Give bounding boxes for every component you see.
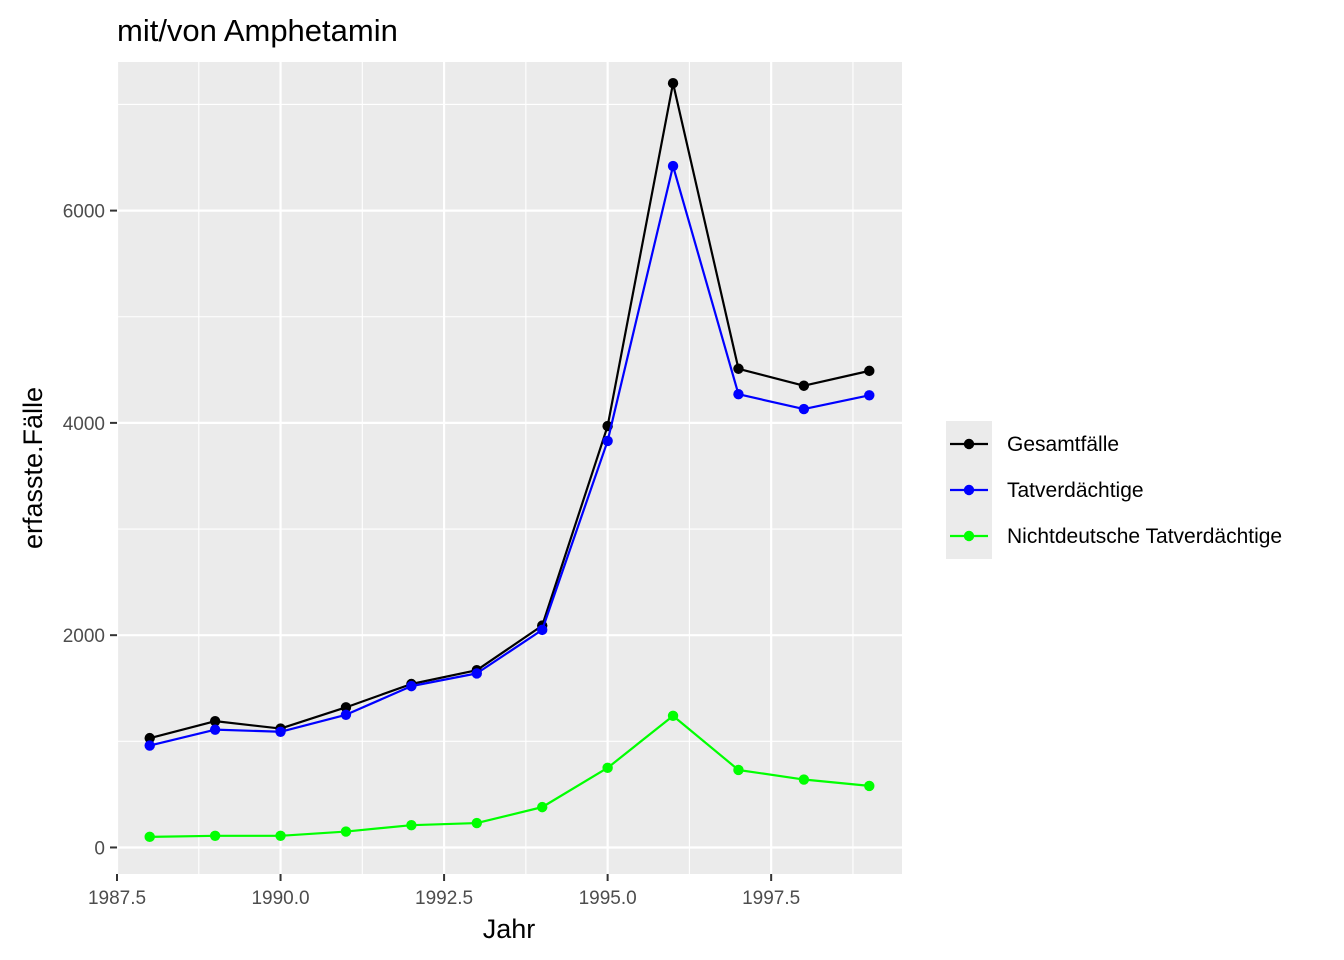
data-point [798,380,810,391]
chart-title: mit/von Amphetamin [117,13,398,48]
x-tick-label: 1995.0 [579,888,637,909]
legend: Gesamtfälle Tatverdächtige Nichtdeutsche T… [946,421,1282,559]
series-line [149,82,870,740]
legend-key-point [963,438,975,450]
y-tick-label: 2000 [63,626,105,647]
data-point [667,710,679,722]
y-tick-label: 0 [94,838,105,859]
legend-label: Tatverdächtige [1007,479,1144,502]
data-point [275,726,286,737]
x-tick-label: 1990.0 [251,888,309,909]
y-axis: 0 2000 4000 6000 [63,202,117,859]
data-point [602,762,613,774]
data-point [864,390,875,401]
data-point [340,702,352,713]
data-point [209,715,221,727]
data-point [471,668,482,679]
major-gridlines [115,62,902,874]
data-point [733,389,744,400]
data-point [471,817,482,829]
data-point [209,724,221,735]
data-point [340,826,352,837]
x-tick-label: 1987.5 [88,888,146,909]
data-point [864,780,875,792]
data-point [144,740,155,751]
y-axis-title: erfasste.Fälle [18,387,48,549]
plot-panel [117,62,902,874]
legend-label: Nichtdeutsche Tatverdächtige [1007,525,1282,548]
data-point [798,403,810,415]
x-tick-label: 1992.5 [415,888,473,909]
legend-key-point [963,484,975,496]
data-point [406,680,417,692]
data-point [275,830,286,841]
data-point [733,363,744,374]
data-point [667,78,679,89]
x-axis-title: Jahr [483,914,536,944]
data-point [864,365,875,377]
data-point [667,160,679,172]
data-point [733,764,744,776]
data-point [602,435,613,447]
y-tick-label: 4000 [63,414,105,435]
legend-label: Gesamtfälle [1007,433,1119,456]
x-axis: 1987.5 1990.0 1992.5 1995.0 1997.5 [88,874,800,909]
data-point [798,774,810,785]
data-point [144,732,155,744]
data-point [144,831,155,843]
series-layer [144,78,875,843]
y-tick-label: 6000 [63,202,105,223]
data-point [209,830,221,841]
data-point [406,819,417,831]
series-line [149,164,870,747]
x-tick-label: 1997.5 [742,888,800,909]
data-point [537,624,548,636]
legend-key-point [963,530,975,542]
data-point [537,801,548,813]
minor-gridlines [117,62,902,874]
series-line [149,714,870,838]
data-point [340,709,352,720]
